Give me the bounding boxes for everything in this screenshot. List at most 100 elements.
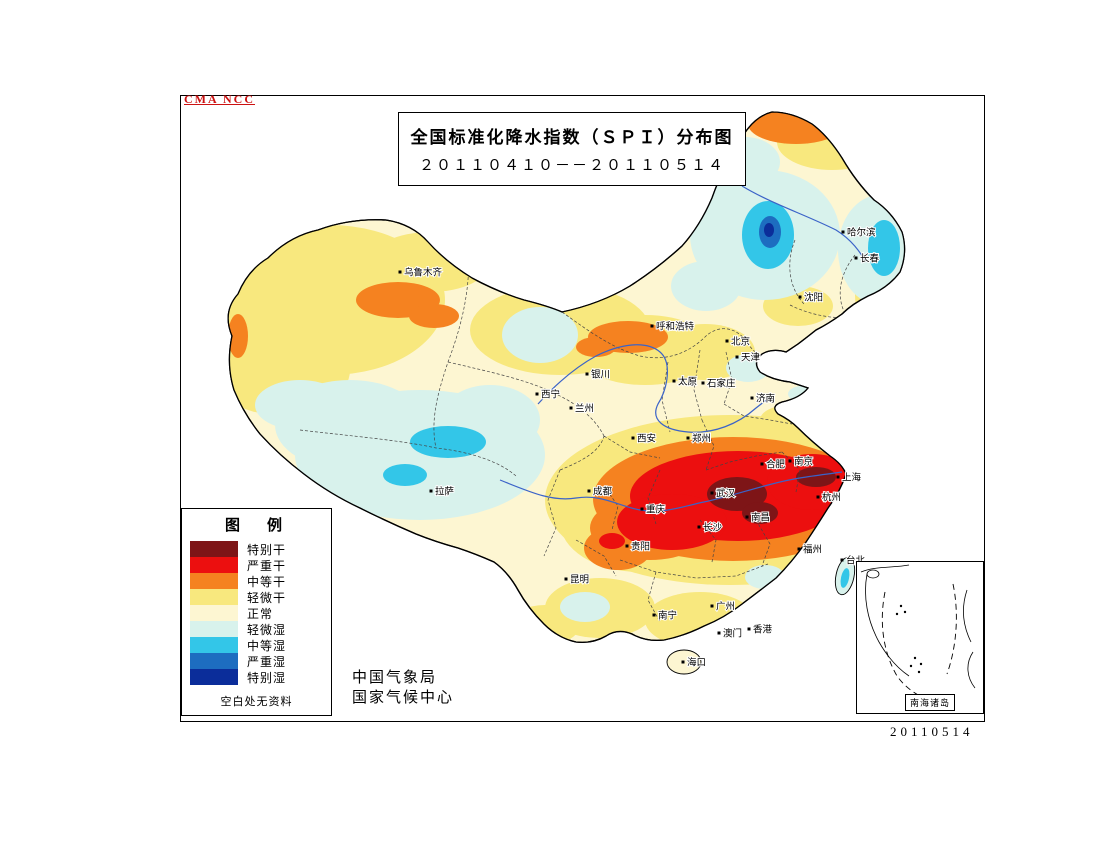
map-title: 全国标准化降水指数（ＳＰＩ）分布图 xyxy=(410,128,734,147)
south-china-sea-inset: 南海诸岛 xyxy=(856,561,984,714)
city-marker xyxy=(625,544,629,548)
city-marker xyxy=(686,436,690,440)
city-label: 银川 xyxy=(591,369,610,381)
city-marker xyxy=(701,381,705,385)
city-marker xyxy=(585,372,589,376)
province-boundaries xyxy=(299,239,856,623)
city-label: 南昌 xyxy=(751,512,770,524)
city-label: 济南 xyxy=(756,393,775,405)
city-label: 武汉 xyxy=(716,488,736,500)
city-label: 福州 xyxy=(803,544,822,556)
legend-label: 轻微干 xyxy=(247,590,287,605)
city-label: 海口 xyxy=(687,657,706,669)
city-marker xyxy=(710,491,714,495)
city-label: 成都 xyxy=(593,486,613,498)
legend-label: 严重湿 xyxy=(247,654,287,669)
city-label: 昆明 xyxy=(570,575,589,586)
map-date-range: ２０１１０４１０－－２０１１０５１４ xyxy=(418,158,725,174)
city-marker xyxy=(569,406,573,410)
city-marker xyxy=(717,631,721,635)
city-marker xyxy=(710,604,714,608)
city-marker xyxy=(650,324,654,328)
city-label: 乌鲁木齐 xyxy=(404,267,443,279)
city-label: 哈尔滨 xyxy=(847,227,876,239)
legend-label: 严重干 xyxy=(247,558,287,573)
city-marker xyxy=(788,459,792,463)
map-title-box: 全国标准化降水指数（ＳＰＩ）分布图 ２０１１０４１０－－２０１１０５１４ xyxy=(398,112,746,186)
legend-item-6: 中等湿 xyxy=(190,637,331,653)
city-marker xyxy=(745,515,749,519)
city-label: 天津 xyxy=(741,353,761,364)
city-label: 杭州 xyxy=(822,492,841,504)
agency-watermark: CMA NCC xyxy=(184,92,255,106)
legend-swatch xyxy=(190,669,238,685)
taiwan-wet-core xyxy=(840,568,850,588)
city-label: 重庆 xyxy=(646,504,666,516)
city-label: 郑州 xyxy=(692,433,711,445)
city-marker xyxy=(750,396,754,400)
city-marker xyxy=(840,558,844,562)
inset-islands xyxy=(895,604,923,674)
legend-swatch xyxy=(190,589,238,605)
city-label: 石家庄 xyxy=(707,378,736,390)
city-marker xyxy=(760,462,764,466)
legend-item-3: 轻微干 xyxy=(190,589,331,605)
legend: 图 例 特别干 严重干 中等干 轻微干 正常 轻微湿 中等湿 严重湿 特别湿 空白处无资料 xyxy=(181,508,332,716)
city-marker xyxy=(735,355,739,359)
city-label: 西宁 xyxy=(541,389,560,401)
city-label: 太原 xyxy=(678,376,697,388)
city-label: 北京 xyxy=(731,336,750,348)
legend-swatch xyxy=(190,637,238,653)
legend-footnote: 空白处无资料 xyxy=(220,696,293,708)
city-marker xyxy=(854,256,858,260)
city-marker xyxy=(816,495,820,499)
city-label: 广州 xyxy=(716,601,735,613)
city-marker xyxy=(672,379,676,383)
legend-rows: 特别干 严重干 中等干 轻微干 正常 轻微湿 中等湿 严重湿 特别湿 xyxy=(190,541,331,685)
legend-item-7: 严重湿 xyxy=(190,653,331,669)
legend-item-5: 轻微湿 xyxy=(190,621,331,637)
extreme-wet-regions xyxy=(764,223,774,237)
legend-label: 特别湿 xyxy=(247,670,287,685)
city-label: 南京 xyxy=(794,456,813,468)
city-marker xyxy=(640,507,644,511)
city-marker xyxy=(797,547,801,551)
legend-swatch xyxy=(190,557,238,573)
city-label: 拉萨 xyxy=(435,486,455,498)
legend-swatch xyxy=(190,653,238,669)
legend-label: 特别干 xyxy=(247,542,287,557)
city-label: 呼和浩特 xyxy=(656,321,695,333)
legend-swatch xyxy=(190,541,238,557)
legend-item-1: 严重干 xyxy=(190,557,331,573)
city-marker xyxy=(747,627,751,631)
legend-item-4: 正常 xyxy=(190,605,331,621)
legend-item-0: 特别干 xyxy=(190,541,331,557)
legend-item-2: 中等干 xyxy=(190,573,331,589)
rivers xyxy=(499,185,867,512)
city-label: 南宁 xyxy=(658,610,677,622)
city-marker xyxy=(798,295,802,299)
city-label: 西安 xyxy=(637,433,656,445)
city-marker xyxy=(398,270,402,274)
city-marker xyxy=(587,489,591,493)
city-label: 贵阳 xyxy=(631,541,650,553)
city-marker xyxy=(697,525,701,529)
city-marker xyxy=(564,577,568,581)
city-marker xyxy=(841,230,845,234)
city-label: 长春 xyxy=(860,253,880,265)
legend-label: 中等湿 xyxy=(247,638,287,653)
city-marker xyxy=(631,436,635,440)
city-marker xyxy=(429,489,433,493)
legend-item-8: 特别湿 xyxy=(190,669,331,685)
city-label: 上海 xyxy=(842,472,862,484)
city-label: 兰州 xyxy=(575,403,594,415)
city-marker xyxy=(836,475,840,479)
legend-label: 轻微湿 xyxy=(247,622,287,637)
date-stamp: 20110514 xyxy=(890,724,974,739)
credits-line2: 国家气候中心 xyxy=(352,690,455,706)
legend-swatch xyxy=(190,621,238,637)
inset-map xyxy=(860,564,976,705)
